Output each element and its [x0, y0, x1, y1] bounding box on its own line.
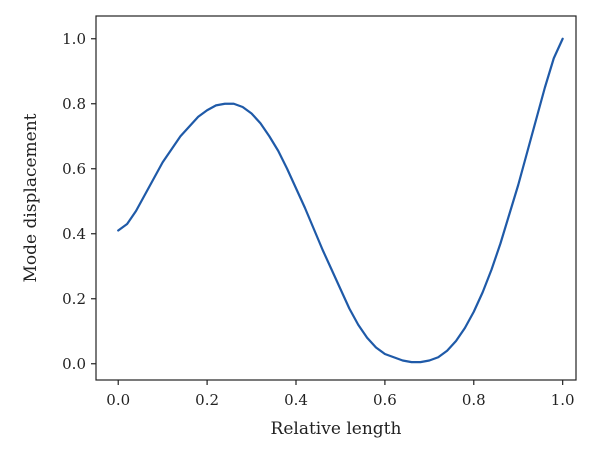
x-tick-label: 0.8	[462, 391, 486, 409]
y-tick-label: 1.0	[62, 30, 86, 48]
y-axis: 0.0 0.2 0.4 0.6 0.8 1.0	[62, 30, 96, 373]
x-tick-label: 0.6	[373, 391, 397, 409]
y-tick-label: 0.8	[62, 95, 86, 113]
x-tick-label: 0.4	[284, 391, 308, 409]
y-tick-label: 0.2	[62, 290, 86, 308]
x-axis: 0.0 0.2 0.4 0.6 0.8 1.0	[106, 380, 575, 409]
series-layer	[117, 37, 564, 364]
x-tick-label: 1.0	[551, 391, 575, 409]
x-axis-title: Relative length	[271, 419, 402, 439]
y-axis-title: Mode displacement	[21, 113, 41, 282]
x-tick-label: 0.2	[195, 391, 219, 409]
y-tick-label: 0.6	[62, 160, 86, 178]
series-line	[117, 37, 564, 364]
plot-area-frame	[95, 15, 577, 381]
y-tick-label: 0.0	[62, 355, 86, 373]
x-tick-label: 0.0	[106, 391, 130, 409]
y-tick-label: 0.4	[62, 225, 86, 243]
